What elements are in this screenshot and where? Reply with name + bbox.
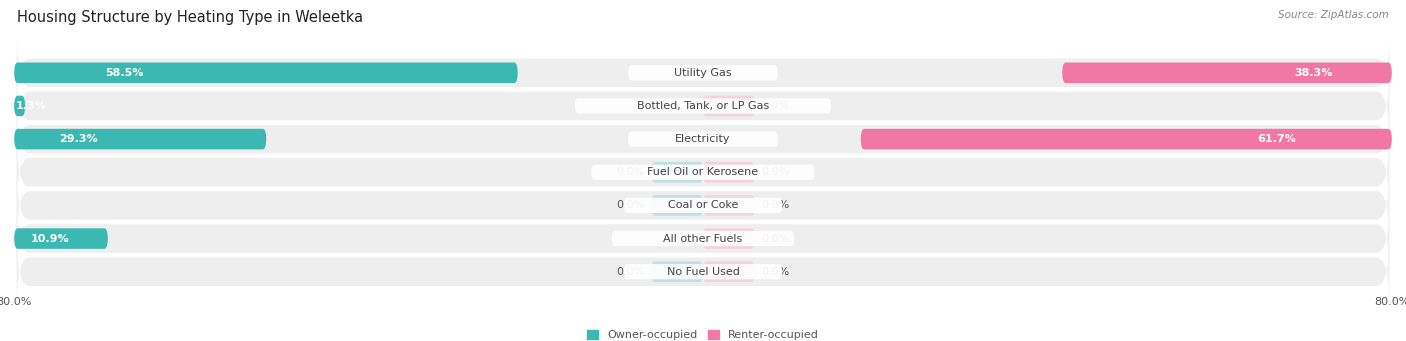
Text: All other Fuels: All other Fuels [664, 234, 742, 243]
Text: Source: ZipAtlas.com: Source: ZipAtlas.com [1278, 10, 1389, 20]
Text: Housing Structure by Heating Type in Weleetka: Housing Structure by Heating Type in Wel… [17, 10, 363, 25]
FancyBboxPatch shape [628, 65, 778, 80]
FancyBboxPatch shape [14, 62, 517, 83]
FancyBboxPatch shape [17, 37, 1389, 108]
FancyBboxPatch shape [17, 137, 1389, 208]
FancyBboxPatch shape [703, 96, 755, 116]
FancyBboxPatch shape [17, 104, 1389, 175]
FancyBboxPatch shape [628, 132, 778, 147]
FancyBboxPatch shape [1062, 62, 1392, 83]
Text: 1.3%: 1.3% [15, 101, 46, 111]
Text: 0.0%: 0.0% [762, 234, 790, 243]
Text: 0.0%: 0.0% [616, 201, 644, 210]
Text: 0.0%: 0.0% [762, 267, 790, 277]
FancyBboxPatch shape [591, 165, 815, 180]
Text: 0.0%: 0.0% [616, 267, 644, 277]
Text: 0.0%: 0.0% [762, 201, 790, 210]
FancyBboxPatch shape [14, 228, 108, 249]
Text: Fuel Oil or Kerosene: Fuel Oil or Kerosene [647, 167, 759, 177]
Text: 58.5%: 58.5% [104, 68, 143, 78]
Text: 61.7%: 61.7% [1257, 134, 1296, 144]
FancyBboxPatch shape [624, 198, 782, 213]
Text: 38.3%: 38.3% [1294, 68, 1333, 78]
Text: No Fuel Used: No Fuel Used [666, 267, 740, 277]
FancyBboxPatch shape [17, 170, 1389, 241]
Text: 10.9%: 10.9% [31, 234, 69, 243]
FancyBboxPatch shape [14, 129, 266, 149]
FancyBboxPatch shape [651, 262, 703, 282]
FancyBboxPatch shape [575, 98, 831, 114]
FancyBboxPatch shape [624, 264, 782, 279]
Text: 0.0%: 0.0% [616, 167, 644, 177]
Text: Bottled, Tank, or LP Gas: Bottled, Tank, or LP Gas [637, 101, 769, 111]
FancyBboxPatch shape [703, 195, 755, 216]
FancyBboxPatch shape [17, 236, 1389, 307]
FancyBboxPatch shape [17, 71, 1389, 142]
FancyBboxPatch shape [17, 203, 1389, 274]
Text: 29.3%: 29.3% [59, 134, 98, 144]
FancyBboxPatch shape [703, 262, 755, 282]
Text: Coal or Coke: Coal or Coke [668, 201, 738, 210]
Legend: Owner-occupied, Renter-occupied: Owner-occupied, Renter-occupied [586, 330, 820, 340]
Text: Electricity: Electricity [675, 134, 731, 144]
FancyBboxPatch shape [14, 96, 25, 116]
FancyBboxPatch shape [860, 129, 1392, 149]
FancyBboxPatch shape [612, 231, 794, 246]
Text: 0.0%: 0.0% [762, 167, 790, 177]
Text: 0.0%: 0.0% [762, 101, 790, 111]
Text: Utility Gas: Utility Gas [675, 68, 731, 78]
FancyBboxPatch shape [651, 162, 703, 182]
FancyBboxPatch shape [703, 228, 755, 249]
FancyBboxPatch shape [651, 195, 703, 216]
FancyBboxPatch shape [703, 162, 755, 182]
